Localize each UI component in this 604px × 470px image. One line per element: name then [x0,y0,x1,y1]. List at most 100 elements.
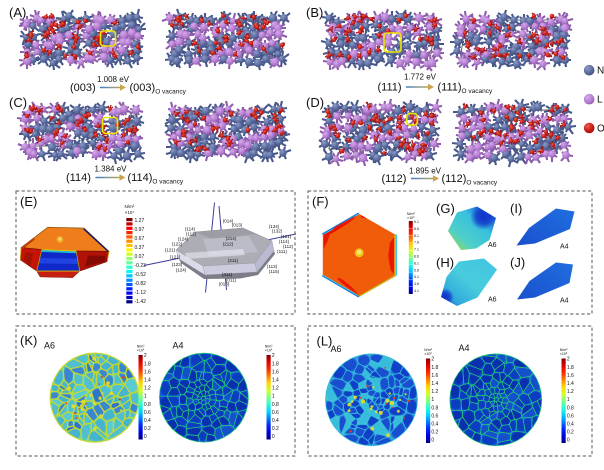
svg-text:2: 2 [144,353,147,359]
svg-text:A4: A4 [459,343,470,353]
svg-text:0.4: 0.4 [567,422,574,428]
svg-text:A6: A6 [488,242,497,249]
svg-text:(311): (311) [222,272,233,277]
svg-text:2: 2 [567,357,570,363]
svg-text:0.2: 0.2 [567,430,574,436]
svg-text:(121): (121) [170,255,181,260]
svg-text:A4: A4 [560,244,569,251]
svg-text:×10⁶: ×10⁶ [265,349,273,353]
svg-text:(L): (L) [317,334,333,349]
svg-text:-1.12: -1.12 [135,290,147,296]
svg-text:(K): (K) [20,333,37,348]
svg-text:0: 0 [431,438,434,444]
svg-text:1.27: 1.27 [135,218,145,224]
svg-text:(121): (121) [165,248,176,253]
svg-text:(214): (214) [226,236,237,241]
svg-text:×10⁶: ×10⁶ [407,216,415,220]
svg-text:O: O [597,124,604,135]
svg-text:4.1: 4.1 [414,289,419,293]
svg-text:(132): (132) [272,229,283,234]
svg-text:(D): (D) [306,95,324,110]
svg-text:5.6: 5.6 [414,268,419,272]
svg-text:N/m²: N/m² [560,348,569,352]
svg-text:(124): (124) [176,268,187,273]
svg-text:N/m²: N/m² [125,204,135,209]
svg-text:(A): (A) [9,5,26,20]
svg-text:-1.42: -1.42 [135,299,147,305]
svg-text:1.6: 1.6 [144,369,151,375]
svg-text:(112): (112) [283,244,294,249]
svg-text:L: L [597,95,603,106]
svg-text:(111): (111) [378,82,402,94]
svg-text:×10⁶: ×10⁶ [137,349,145,353]
svg-text:1.8: 1.8 [567,365,574,371]
svg-text:1.384 eV: 1.384 eV [94,165,127,174]
svg-text:(E): (E) [20,194,37,209]
svg-text:1: 1 [272,394,275,400]
svg-text:1.6: 1.6 [272,369,279,375]
svg-text:6.6: 6.6 [414,255,419,259]
svg-text:(121): (121) [281,234,292,239]
svg-text:8.6: 8.6 [414,227,419,231]
svg-text:0.4: 0.4 [144,418,151,424]
svg-text:0.4: 0.4 [431,422,438,428]
svg-text:A4: A4 [173,341,184,351]
svg-text:×10⁶: ×10⁶ [560,352,568,356]
svg-text:(F): (F) [312,194,329,209]
svg-text:1.8: 1.8 [144,361,151,367]
svg-text:1.6: 1.6 [567,373,574,379]
svg-text:(111): (111) [277,249,287,254]
svg-text:×10⁶: ×10⁶ [424,352,432,356]
svg-text:1.8: 1.8 [431,365,438,371]
svg-text:0.6: 0.6 [272,410,279,416]
svg-text:1.008 eV: 1.008 eV [97,75,130,84]
svg-text:9.1: 9.1 [414,220,419,224]
svg-text:×10⁷: ×10⁷ [125,210,135,215]
svg-text:(H): (H) [436,255,454,270]
svg-text:(112): (112) [382,173,407,185]
svg-text:6.1: 6.1 [414,261,419,265]
svg-text:(122): (122) [172,242,183,247]
svg-text:1.4: 1.4 [431,381,438,387]
svg-text:1.4: 1.4 [567,381,574,387]
svg-text:0.8: 0.8 [431,405,438,411]
svg-text:(G): (G) [436,201,455,216]
svg-text:(J): (J) [510,255,525,270]
svg-text:(211): (211) [228,258,239,263]
svg-text:0.6: 0.6 [567,413,574,419]
svg-text:1.2: 1.2 [567,389,574,395]
svg-text:0.6: 0.6 [431,413,438,419]
svg-text:(212): (212) [223,242,234,247]
svg-text:(113): (113) [267,264,278,269]
svg-text:1.8: 1.8 [272,361,279,367]
svg-text:1: 1 [144,394,147,400]
svg-text:(134): (134) [269,224,280,229]
svg-text:(013): (013) [232,223,243,228]
svg-text:A4: A4 [560,298,569,305]
svg-text:1.772 eV: 1.772 eV [404,73,437,82]
svg-text:(115): (115) [269,269,280,274]
svg-text:-0.82: -0.82 [135,281,147,287]
svg-text:(C): (C) [9,95,27,110]
svg-text:1.4: 1.4 [272,378,279,384]
svg-text:(013): (013) [219,282,230,287]
svg-text:(I): (I) [510,201,522,216]
svg-text:4.6: 4.6 [414,282,419,286]
svg-text:2: 2 [431,357,434,363]
svg-text:0.8: 0.8 [567,405,574,411]
svg-text:1.895 eV: 1.895 eV [409,167,442,176]
svg-text:N/m²: N/m² [265,345,274,349]
svg-text:0.67: 0.67 [135,236,145,242]
svg-text:(003): (003) [70,82,96,94]
svg-text:0.8: 0.8 [272,402,279,408]
svg-text:0.8: 0.8 [144,402,151,408]
svg-text:(B): (B) [306,5,323,20]
svg-text:A6: A6 [488,297,497,304]
svg-text:N/m²: N/m² [137,345,146,349]
svg-text:1: 1 [431,397,434,403]
svg-text:0.4: 0.4 [272,418,279,424]
svg-text:(114): (114) [66,172,91,184]
svg-text:(112): (112) [186,232,197,237]
svg-text:7.1: 7.1 [414,248,419,252]
svg-text:(124): (124) [178,237,189,242]
